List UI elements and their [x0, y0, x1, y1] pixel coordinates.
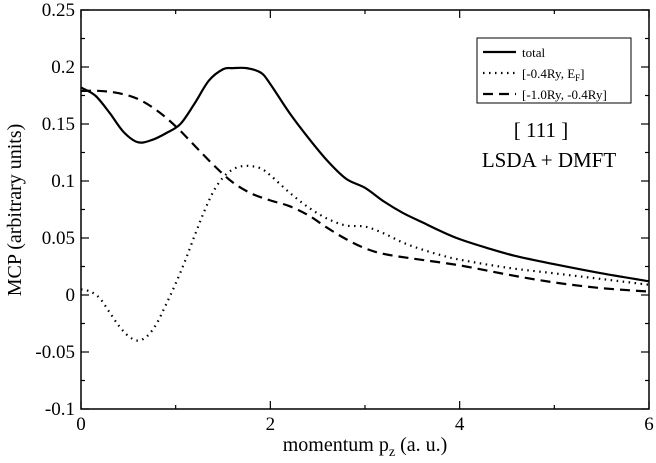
legend-box	[476, 37, 632, 104]
y-tick-label: 0.05	[42, 228, 75, 249]
x-tick-label: 4	[455, 414, 465, 435]
x-tick-label: 2	[266, 414, 276, 435]
legend: total [-0.4Ry, EF] [-1.0Ry, -0.4Ry]	[476, 37, 632, 104]
x-tick-label: 6	[644, 414, 654, 435]
legend-label: [-0.4Ry, EF]	[522, 66, 585, 83]
y-tick-label: -0.05	[35, 342, 75, 363]
annotation-method: LSDA + DMFT	[482, 148, 617, 172]
x-axis-label-sub: z	[389, 445, 395, 460]
y-tick-label: 0.25	[42, 0, 75, 21]
y-axis-label: MCP (arbitrary units)	[4, 124, 26, 297]
y-tick-label: 0.2	[51, 57, 75, 78]
annotation-direction: [ 111 ]	[514, 118, 568, 142]
series-narrow-band-line	[80, 164, 650, 342]
ticks: -0.1 -0.05 0 0.05 0.1 0.15 0.2 0.25 0 2 4 6	[35, 0, 653, 435]
legend-label: [-1.0Ry, -0.4Ry]	[522, 87, 607, 102]
legend-label-tail: ]	[580, 66, 584, 81]
x-tick-label: 0	[76, 414, 86, 435]
y-tick-label: 0.15	[42, 114, 75, 135]
legend-label-main: total	[522, 45, 545, 60]
y-tick-label: 0.1	[51, 171, 75, 192]
legend-label: total	[522, 45, 545, 60]
legend-label-main: [-0.4Ry, E	[522, 66, 575, 81]
series-wide-band-line	[80, 89, 650, 293]
x-axis-label: momentum pz (a. u.)	[283, 434, 448, 460]
y-tick-label: -0.1	[45, 399, 75, 420]
series-total-line	[80, 66, 650, 283]
legend-label-sub: F	[575, 73, 580, 83]
x-axis-label-suffix: (a. u.)	[395, 434, 447, 456]
series-layer	[80, 66, 650, 342]
x-axis-label-main: momentum p	[283, 434, 389, 456]
y-tick-label: 0	[66, 285, 76, 306]
legend-label-main: [-1.0Ry, -0.4Ry]	[522, 87, 607, 102]
